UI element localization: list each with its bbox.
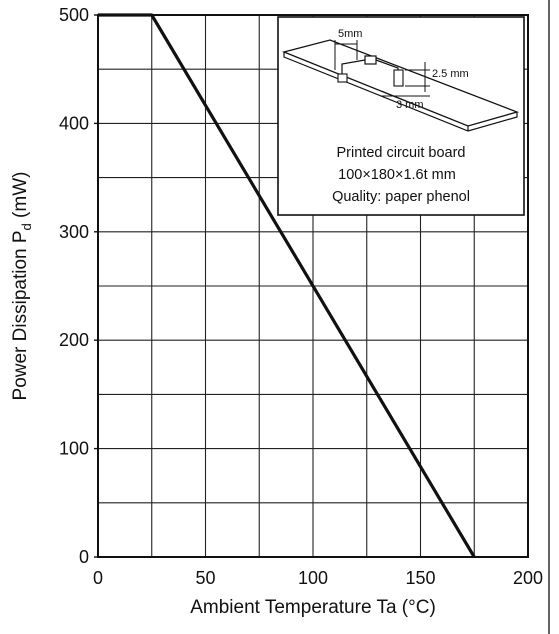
inset-line-3: Quality: paper phenol: [332, 189, 470, 205]
x-tick-label: 0: [93, 568, 103, 588]
pad-trace: [341, 59, 366, 78]
y-tick-label: 200: [59, 330, 89, 350]
x-tick-label: 50: [195, 568, 215, 588]
x-tick-label: 150: [405, 568, 435, 588]
y-tick-label: 400: [59, 113, 89, 133]
series-layer: [97, 13, 476, 558]
pad-icon: [337, 73, 348, 83]
plot-frame: [97, 14, 529, 558]
y-tick-label: 100: [59, 439, 89, 459]
y-tick-label: 300: [59, 222, 89, 242]
component-icon: [364, 55, 377, 65]
x-tick-label: 200: [513, 568, 543, 588]
y-tick-labels: 0 100 200 300 400 500: [59, 5, 98, 567]
inset-box: 5mm 2.5 mm 3 mm Printed circuit board 10…: [277, 16, 525, 216]
x-tick-label: 100: [298, 568, 328, 588]
pad-icon: [393, 69, 404, 87]
dim-2-5mm-label: 2.5 mm: [432, 68, 469, 80]
inset-line-1: Printed circuit board: [337, 145, 466, 161]
y-axis-title: Power Dissipation Pd (mW): [10, 172, 34, 401]
inset-line-2: 100×180×1.6t mm: [338, 167, 456, 183]
x-tick-labels: 0 50 100 150 200: [93, 568, 543, 588]
inset-frame: [277, 16, 525, 216]
x-axis-title: Ambient Temperature Ta (°C): [190, 597, 436, 618]
y-tick-label: 0: [79, 547, 89, 567]
dim-5mm-label: 5mm: [338, 28, 362, 40]
dim-3mm-label: 3 mm: [396, 99, 424, 111]
y-tick-label: 500: [59, 5, 89, 25]
